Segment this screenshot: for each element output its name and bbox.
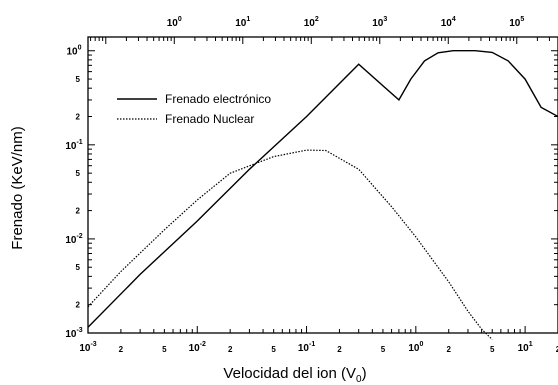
x-axis-title-sub: 0 [356, 374, 362, 385]
x-tick-label-exp: -1 [309, 341, 315, 348]
plot-area [87, 36, 558, 334]
x-tick-label-base: 10 [408, 343, 420, 354]
y-tick-label: 10-3 [65, 327, 82, 340]
y-tick-label: 2 [76, 113, 81, 122]
series-layer [87, 50, 558, 341]
y-tick-label-base: 10 [65, 235, 77, 246]
y-tick-label-exp: -3 [76, 327, 82, 334]
x-tick-label: 10-3 [79, 341, 96, 354]
top-tick-label-base: 10 [167, 18, 179, 29]
top-tick-label: 100 [167, 16, 182, 29]
y-tick-label-exp: -1 [76, 139, 82, 146]
top-tick-label-base: 10 [509, 18, 521, 29]
x-tick-label: 101 [518, 341, 533, 354]
top-axis-ticks: 100 101 102 103 104 105 [90, 16, 558, 44]
x-tick-label: 2 [119, 345, 124, 354]
top-tick-label: 103 [372, 16, 387, 29]
top-tick-label-base: 10 [372, 18, 384, 29]
top-tick-label: 104 [441, 16, 456, 29]
x-tick-label: 5 [162, 345, 167, 354]
top-tick-label-exp: 2 [315, 16, 319, 23]
x-axis-title-main: Velocidad del ion (V [223, 365, 356, 382]
y-tick-label-base: 10 [65, 141, 77, 152]
y-tick-label: 10-2 [65, 233, 82, 246]
x-tick-label-base: 10 [79, 343, 91, 354]
x-tick-label-base: 10 [298, 343, 310, 354]
x-tick-label: 10-2 [189, 341, 206, 354]
top-tick-label-exp: 5 [520, 16, 524, 23]
y-tick-label: 2 [76, 301, 81, 310]
y-tick-label-exp: -2 [76, 233, 82, 240]
x-tick-label-exp: -2 [200, 341, 206, 348]
x-tick-label: 100 [408, 341, 423, 354]
x-tick-label: 2 [556, 345, 558, 354]
legend: Frenado electrónico Frenado Nuclear [117, 92, 271, 126]
y-axis-title: Frenado (KeV/nm) [9, 126, 26, 249]
x-tick-label: 2 [446, 345, 451, 354]
top-tick-label-base: 10 [441, 18, 453, 29]
series-line-nuclear [87, 149, 493, 341]
y-tick-label: 5 [76, 75, 81, 84]
y-tick-label: 100 [66, 45, 81, 58]
y-tick-label-base: 10 [66, 47, 78, 58]
top-tick-label: 101 [235, 16, 250, 29]
top-tick-label: 105 [509, 16, 524, 29]
x-tick-label: 5 [381, 345, 386, 354]
top-tick-label-exp: 4 [452, 16, 456, 23]
y-tick-label: 2 [76, 207, 81, 216]
x-tick-label-exp: -3 [90, 341, 96, 348]
x-tick-label: 2 [337, 345, 342, 354]
top-tick-label-exp: 0 [178, 16, 182, 23]
legend-label: Frenado Nuclear [165, 112, 254, 126]
x-tick-label: 10-1 [298, 341, 315, 354]
x-axis-title: Velocidad del ion (V0) [223, 365, 366, 385]
top-tick-label-exp: 3 [383, 16, 387, 23]
legend-label: Frenado electrónico [165, 92, 271, 106]
y-tick-label: 10-1 [65, 139, 82, 152]
x-tick-label: 5 [271, 345, 276, 354]
y-tick-label: 5 [76, 169, 81, 178]
x-axis-title-end: ) [362, 365, 367, 382]
x-tick-label-exp: 0 [419, 341, 423, 348]
top-tick-label: 102 [304, 16, 319, 29]
top-tick-label-base: 10 [235, 18, 247, 29]
y-tick-label-base: 10 [65, 329, 77, 340]
x-tick-label: 5 [490, 345, 495, 354]
x-tick-label-exp: 1 [529, 341, 533, 348]
top-tick-label-base: 10 [304, 18, 316, 29]
series-line-electronic [87, 50, 558, 328]
top-tick-label-exp: 1 [246, 16, 250, 23]
y-tick-label-exp: 0 [78, 45, 82, 52]
x-tick-label-base: 10 [518, 343, 530, 354]
x-tick-label: 2 [228, 345, 233, 354]
y-tick-label: 5 [76, 263, 81, 272]
x-tick-label-base: 10 [189, 343, 201, 354]
